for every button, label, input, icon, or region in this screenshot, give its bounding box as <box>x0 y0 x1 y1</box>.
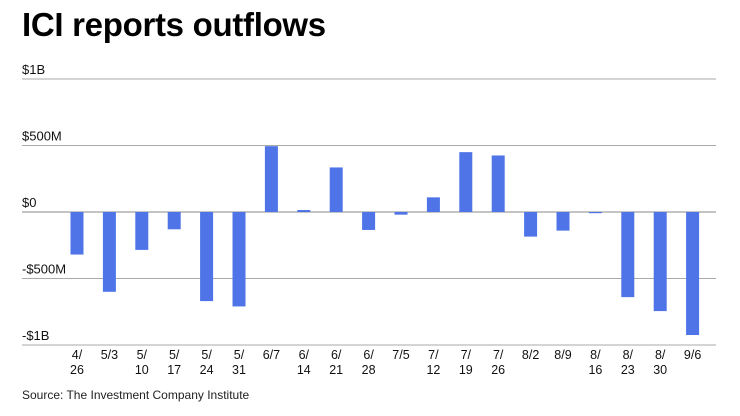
x-tick-label: 17 <box>167 363 181 377</box>
x-tick-label: 28 <box>362 363 376 377</box>
bar <box>621 212 635 298</box>
bar <box>459 152 473 212</box>
bar <box>297 210 311 212</box>
x-tick-label: 26 <box>491 363 505 377</box>
x-tick-label: 6/ <box>363 348 374 362</box>
bar <box>70 212 84 255</box>
source-note: Source: The Investment Company Institute <box>22 388 250 402</box>
x-tick-label: 19 <box>459 363 473 377</box>
y-tick-label: $1B <box>22 62 45 77</box>
bar <box>491 155 505 212</box>
y-tick-label: $0 <box>22 195 36 210</box>
x-tick-label: 5/ <box>201 348 212 362</box>
x-tick-label: 6/7 <box>263 348 280 362</box>
x-tick-label: 7/ <box>493 348 504 362</box>
bar <box>524 212 538 237</box>
x-tick-label: 8/ <box>590 348 601 362</box>
x-axis-labels: 4/265/3 5/105/175/245/316/7 6/146/216/287/… <box>70 348 701 377</box>
bar <box>329 167 343 212</box>
bar <box>653 212 667 312</box>
bar <box>426 197 440 212</box>
x-tick-label: 12 <box>426 363 440 377</box>
bar <box>167 212 181 230</box>
x-tick-label: 14 <box>297 363 311 377</box>
x-tick-label: 8/ <box>655 348 666 362</box>
chart-title: ICI reports outflows <box>22 6 326 43</box>
x-tick-label: 8/2 <box>522 348 539 362</box>
y-axis-labels: $1B $500M $0 -$500M -$1B <box>22 62 66 343</box>
x-tick-label: 16 <box>588 363 602 377</box>
y-tick-label: -$1B <box>22 328 49 343</box>
bar <box>394 212 408 215</box>
bars <box>70 146 700 336</box>
x-tick-label: 6/ <box>331 348 342 362</box>
bar <box>232 212 246 307</box>
x-tick-label: 9/6 <box>684 348 701 362</box>
bar <box>556 212 570 231</box>
x-tick-label: 5/ <box>169 348 180 362</box>
x-tick-label: 8/9 <box>554 348 571 362</box>
bar <box>588 212 602 214</box>
bar <box>686 212 700 336</box>
y-tick-label: $500M <box>22 129 62 144</box>
x-tick-label: 5/ <box>137 348 148 362</box>
x-tick-label: 7/5 <box>392 348 409 362</box>
x-tick-label: 26 <box>70 363 84 377</box>
bar <box>102 212 116 292</box>
y-tick-label: -$500M <box>22 262 66 277</box>
x-tick-label: 7/ <box>428 348 439 362</box>
bar <box>135 212 149 250</box>
x-tick-label: 4/ <box>72 348 83 362</box>
x-tick-label: 6/ <box>299 348 310 362</box>
x-tick-label: 21 <box>329 363 343 377</box>
x-tick-label: 30 <box>653 363 667 377</box>
x-tick-label: 10 <box>135 363 149 377</box>
bar <box>264 146 278 212</box>
x-tick-label: 23 <box>621 363 635 377</box>
x-tick-label: 5/ <box>234 348 245 362</box>
x-tick-label: 7/ <box>461 348 472 362</box>
x-tick-label: 24 <box>200 363 214 377</box>
x-tick-label: 8/ <box>623 348 634 362</box>
bar <box>200 212 214 302</box>
x-tick-label: 5/3 <box>101 348 118 362</box>
bar <box>362 212 376 230</box>
x-tick-label: 31 <box>232 363 246 377</box>
